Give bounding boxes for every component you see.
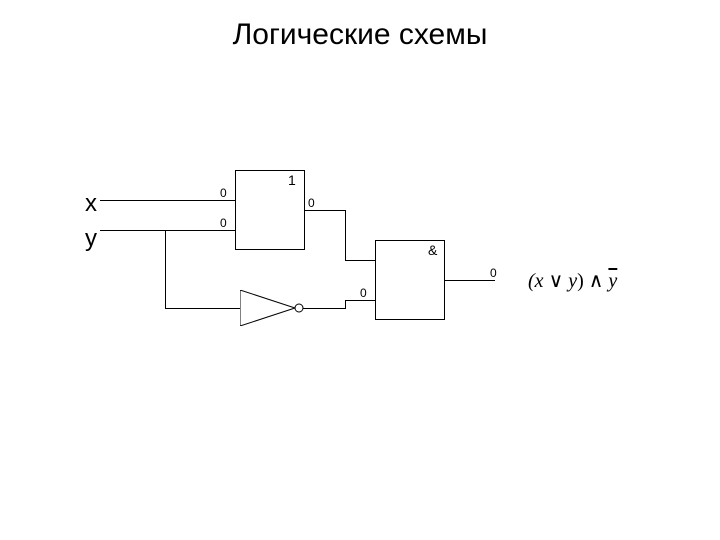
wire-or-to-and bbox=[345, 260, 375, 261]
formula-y1: y bbox=[568, 270, 577, 292]
logic-diagram: x y 1 & 0 0 0 0 0 (x ∨ y) ∧ y bbox=[0, 100, 720, 500]
signal-and-out: 0 bbox=[490, 266, 497, 280]
input-x-label: x bbox=[85, 190, 97, 218]
wire-not-out bbox=[303, 308, 345, 309]
signal-not-out: 0 bbox=[360, 286, 367, 300]
formula-ybar: y bbox=[608, 270, 617, 292]
formula-open: ( bbox=[528, 270, 535, 292]
wire-or-out bbox=[305, 210, 345, 211]
signal-x-in: 0 bbox=[220, 186, 227, 200]
wire-not-up bbox=[345, 300, 346, 309]
wire-not-to-and bbox=[345, 300, 375, 301]
signal-y-in: 0 bbox=[220, 216, 227, 230]
formula-x: x bbox=[535, 270, 544, 292]
or-gate-label: 1 bbox=[288, 172, 296, 188]
wire-x-to-or bbox=[100, 200, 235, 201]
wire-and-out bbox=[445, 280, 495, 281]
page-title: Логические схемы bbox=[0, 18, 720, 52]
output-formula: (x ∨ y) ∧ y bbox=[528, 268, 617, 293]
not-gate bbox=[240, 290, 305, 326]
formula-mid: ) ∧ bbox=[577, 270, 608, 292]
formula-or: ∨ bbox=[544, 270, 569, 292]
wire-or-down bbox=[345, 210, 346, 260]
wire-y-branch-down bbox=[165, 230, 166, 308]
signal-or-out: 0 bbox=[308, 196, 315, 210]
and-gate-label: & bbox=[428, 242, 437, 258]
input-y-label: y bbox=[85, 225, 97, 253]
wire-y-to-not bbox=[165, 308, 240, 309]
wire-y-to-or bbox=[100, 230, 235, 231]
